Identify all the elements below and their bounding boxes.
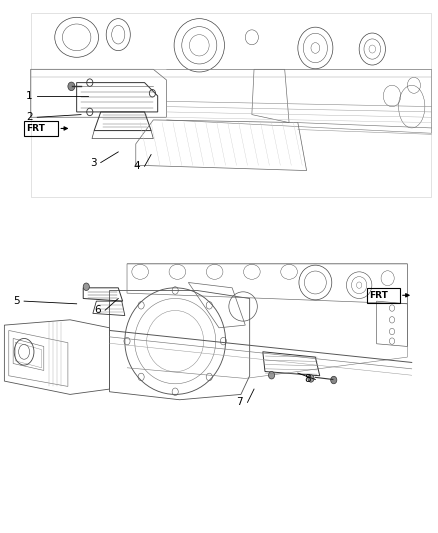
Text: 2: 2 [26,112,33,122]
Text: 1: 1 [26,91,33,101]
Text: 3: 3 [90,158,96,167]
Bar [24,121,58,136]
Text: 7: 7 [237,398,243,407]
Text: FRT: FRT [369,291,388,300]
Circle shape [83,283,89,290]
Text: 8: 8 [304,375,311,384]
Text: FRT: FRT [26,124,46,133]
Bar [367,288,400,303]
Text: 4: 4 [134,161,140,171]
Text: 5: 5 [13,296,20,306]
Text: 6: 6 [94,305,101,315]
Circle shape [331,376,337,384]
Circle shape [268,372,275,379]
Circle shape [68,82,75,91]
Circle shape [308,375,314,382]
